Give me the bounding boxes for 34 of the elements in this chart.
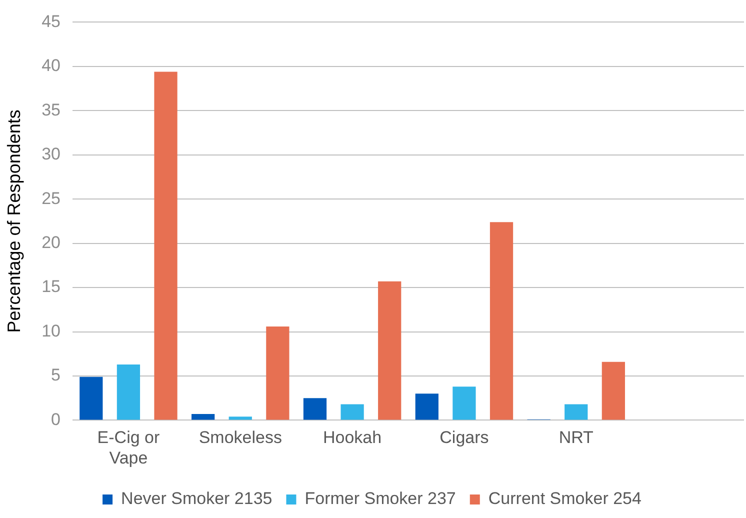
y-tick-label: 20 <box>42 233 61 252</box>
bar <box>192 414 215 420</box>
y-tick-label: 40 <box>42 56 61 76</box>
category-label: Vape <box>109 448 148 468</box>
bar <box>80 376 103 420</box>
bar <box>564 404 588 420</box>
y-tick-label: 35 <box>42 100 61 120</box>
x-tick-label: Cigars <box>440 428 489 448</box>
y-tick-label: 5 <box>51 366 61 385</box>
x-tick-label: Smokeless <box>198 428 282 448</box>
category-label: E-Cig or <box>97 428 160 448</box>
y-tick-label: 15 <box>42 277 61 296</box>
x-tick-label: Hookah <box>322 428 382 448</box>
bar <box>154 72 178 420</box>
legend-label: Current Smoker 254 <box>488 489 642 508</box>
y-tick-label: 30 <box>42 144 61 164</box>
bar <box>303 398 327 420</box>
bar <box>228 416 252 420</box>
bar <box>266 326 290 420</box>
legend-label: Never Smoker 2135 <box>121 489 272 508</box>
bar <box>340 404 364 420</box>
bar <box>452 386 476 420</box>
y-tick-label: 0 <box>51 410 61 429</box>
bar <box>602 362 625 420</box>
bar <box>415 394 438 420</box>
y-tick-label: 25 <box>42 188 61 208</box>
bar <box>116 364 140 420</box>
x-tick-label: NRT <box>558 428 594 448</box>
y-tick-label: 45 <box>42 12 61 31</box>
bar <box>490 222 514 420</box>
y-tick-label: 10 <box>42 321 61 340</box>
y-axis-title: Percentage of Respondents <box>4 110 24 333</box>
bar <box>378 281 402 420</box>
legend-label: Former Smoker 237 <box>304 489 456 508</box>
